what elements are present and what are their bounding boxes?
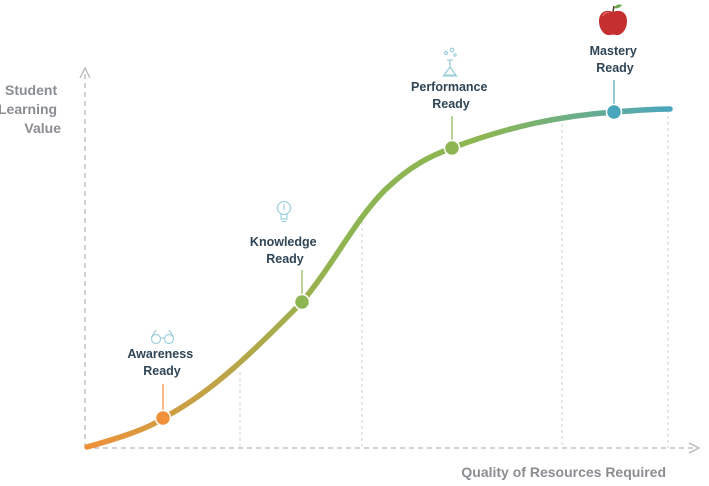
- mastery-label: Mastery Ready: [590, 44, 641, 75]
- glasses-icon: [150, 329, 175, 345]
- y-axis-label-line: Value: [24, 120, 61, 136]
- guide-lines: [239, 110, 669, 448]
- stage-label-line: Ready: [143, 364, 181, 378]
- lightbulb-icon: [276, 200, 292, 223]
- flask-icon: [442, 47, 458, 77]
- learning-curve: [84, 106, 673, 450]
- stage-points: [154, 103, 623, 427]
- mastery-point: [605, 103, 623, 121]
- apple-icon: [599, 4, 627, 36]
- knowledge-label: Knowledge Ready: [250, 235, 320, 266]
- stage-label-line: Ready: [596, 61, 634, 75]
- stage-label-line: Knowledge: [250, 235, 317, 249]
- stage-label-line: Mastery: [590, 44, 637, 58]
- stage-label-line: Ready: [266, 252, 304, 266]
- awareness-label: Awareness Ready: [127, 347, 196, 378]
- y-axis-arrow: [79, 66, 91, 79]
- stage-label-line: Awareness: [127, 347, 193, 361]
- y-axis-label: Student Learning Value: [0, 82, 61, 136]
- x-axis-label: Quality of Resources Required: [461, 464, 666, 480]
- label-connectors: [162, 80, 615, 410]
- awareness-point: [154, 409, 172, 427]
- knowledge-point: [293, 293, 311, 311]
- performance-label: Performance Ready: [411, 80, 491, 111]
- axes: [79, 66, 701, 454]
- x-axis-arrow: [688, 442, 701, 454]
- performance-point: [443, 139, 461, 157]
- y-axis-label-line: Student: [5, 82, 57, 98]
- stage-label-line: Performance: [411, 80, 487, 94]
- y-axis-label-line: Learning: [0, 101, 57, 117]
- stage-label-line: Ready: [432, 97, 470, 111]
